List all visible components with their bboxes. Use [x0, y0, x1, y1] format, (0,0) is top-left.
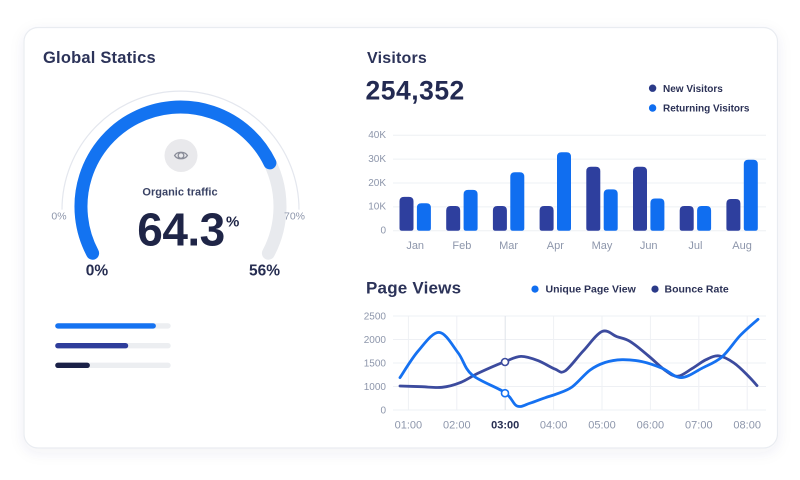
- svg-text:Jun: Jun: [640, 240, 658, 252]
- svg-text:Aug: Aug: [732, 240, 752, 252]
- svg-text:Organic traffic: Organic traffic: [142, 187, 217, 199]
- svg-text:Feb: Feb: [452, 240, 471, 252]
- svg-text:20K: 20K: [368, 178, 386, 189]
- svg-text:30K: 30K: [368, 154, 386, 165]
- svg-text:Jul: Jul: [688, 240, 702, 252]
- svg-text:10K: 10K: [368, 202, 386, 213]
- svg-text:2500: 2500: [364, 312, 387, 323]
- svg-text:Mar: Mar: [499, 240, 518, 252]
- svg-text:0%: 0%: [86, 263, 109, 280]
- svg-text:40K: 40K: [368, 130, 386, 141]
- svg-text:1000: 1000: [364, 382, 387, 393]
- svg-text:Bounce Rate: Bounce Rate: [665, 284, 729, 296]
- svg-text:Jan: Jan: [406, 240, 424, 252]
- svg-text:0%: 0%: [51, 211, 66, 223]
- svg-text:New Visitors: New Visitors: [663, 84, 723, 95]
- svg-text:Global Statics: Global Statics: [43, 49, 156, 67]
- svg-text:02:00: 02:00: [443, 420, 471, 432]
- svg-text:05:00: 05:00: [588, 420, 616, 432]
- svg-text:May: May: [592, 240, 613, 252]
- svg-text:2000: 2000: [364, 335, 387, 346]
- svg-text:06:00: 06:00: [637, 420, 665, 432]
- svg-text:70%: 70%: [284, 211, 305, 223]
- svg-text:0: 0: [380, 226, 386, 237]
- svg-text:%: %: [226, 214, 239, 231]
- svg-text:Apr: Apr: [547, 240, 564, 252]
- svg-text:03:00: 03:00: [491, 420, 519, 432]
- svg-text:64.3: 64.3: [137, 204, 225, 256]
- svg-text:Visitors: Visitors: [367, 50, 427, 67]
- svg-text:01:00: 01:00: [395, 420, 423, 432]
- svg-text:1500: 1500: [364, 359, 387, 370]
- svg-text:254,352: 254,352: [366, 76, 465, 106]
- svg-text:56%: 56%: [249, 263, 280, 280]
- svg-text:08:00: 08:00: [733, 420, 761, 432]
- svg-text:Returning Visitors: Returning Visitors: [663, 104, 750, 115]
- svg-text:04:00: 04:00: [540, 420, 568, 432]
- svg-text:Unique Page View: Unique Page View: [546, 284, 637, 296]
- svg-text:07:00: 07:00: [685, 420, 713, 432]
- svg-text:Page Views: Page Views: [366, 279, 461, 298]
- svg-text:0: 0: [380, 406, 386, 417]
